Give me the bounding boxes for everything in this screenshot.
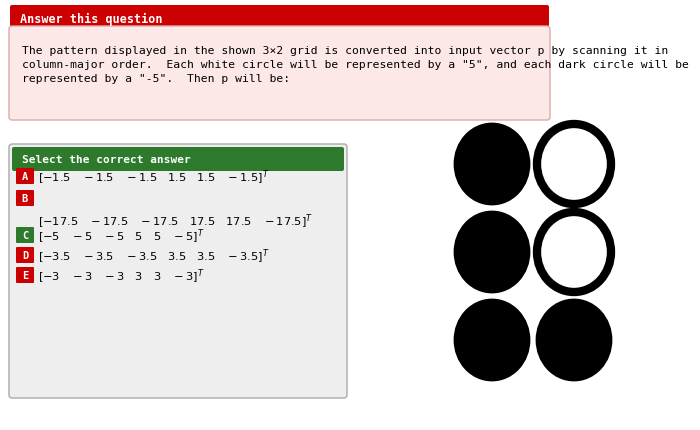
FancyBboxPatch shape [10,6,549,32]
Text: $\left[-3\quad -3\quad -3\quad 3\quad 3\quad -3\right]^T$: $\left[-3\quad -3\quad -3\quad 3\quad 3\… [38,267,204,286]
Ellipse shape [537,300,611,380]
Ellipse shape [537,125,611,205]
FancyBboxPatch shape [16,190,34,206]
Ellipse shape [537,212,611,292]
Text: Select the correct answer: Select the correct answer [22,155,190,165]
Text: $\left[-5\quad -5\quad -5\quad 5\quad 5\quad -5\right]^T$: $\left[-5\quad -5\quad -5\quad 5\quad 5\… [38,227,204,246]
FancyBboxPatch shape [12,147,344,172]
Text: $\left[-3.5\quad -3.5\quad -3.5\quad 3.5\quad 3.5\quad -3.5\right]^T$: $\left[-3.5\quad -3.5\quad -3.5\quad 3.5… [38,247,270,266]
Text: B: B [22,194,28,203]
FancyBboxPatch shape [16,169,34,184]
Ellipse shape [455,300,529,380]
Text: $\left[-1.5\quad -1.5\quad -1.5\quad 1.5\quad 1.5\quad -1.5\right]^T$: $\left[-1.5\quad -1.5\quad -1.5\quad 1.5… [38,169,270,187]
FancyBboxPatch shape [16,267,34,283]
Ellipse shape [455,212,529,292]
Ellipse shape [455,125,529,205]
Text: The pattern displayed in the shown 3×2 grid is converted into input vector p by : The pattern displayed in the shown 3×2 g… [22,46,668,56]
FancyBboxPatch shape [9,144,347,398]
Text: C: C [22,230,28,240]
FancyBboxPatch shape [9,27,550,121]
Text: A: A [22,172,28,181]
Text: D: D [22,250,28,261]
FancyBboxPatch shape [16,227,34,243]
Text: column-major order.  Each white circle will be represented by a "5", and each da: column-major order. Each white circle wi… [22,60,689,70]
Text: $\left[-17.5\quad -17.5\quad -17.5\quad 17.5\quad 17.5\quad -17.5\right]^T$: $\left[-17.5\quad -17.5\quad -17.5\quad … [38,212,313,230]
Text: represented by a "-5".  Then p will be:: represented by a "-5". Then p will be: [22,74,290,84]
Text: Answer this question: Answer this question [20,12,162,25]
Text: E: E [22,270,28,280]
FancyBboxPatch shape [16,247,34,264]
